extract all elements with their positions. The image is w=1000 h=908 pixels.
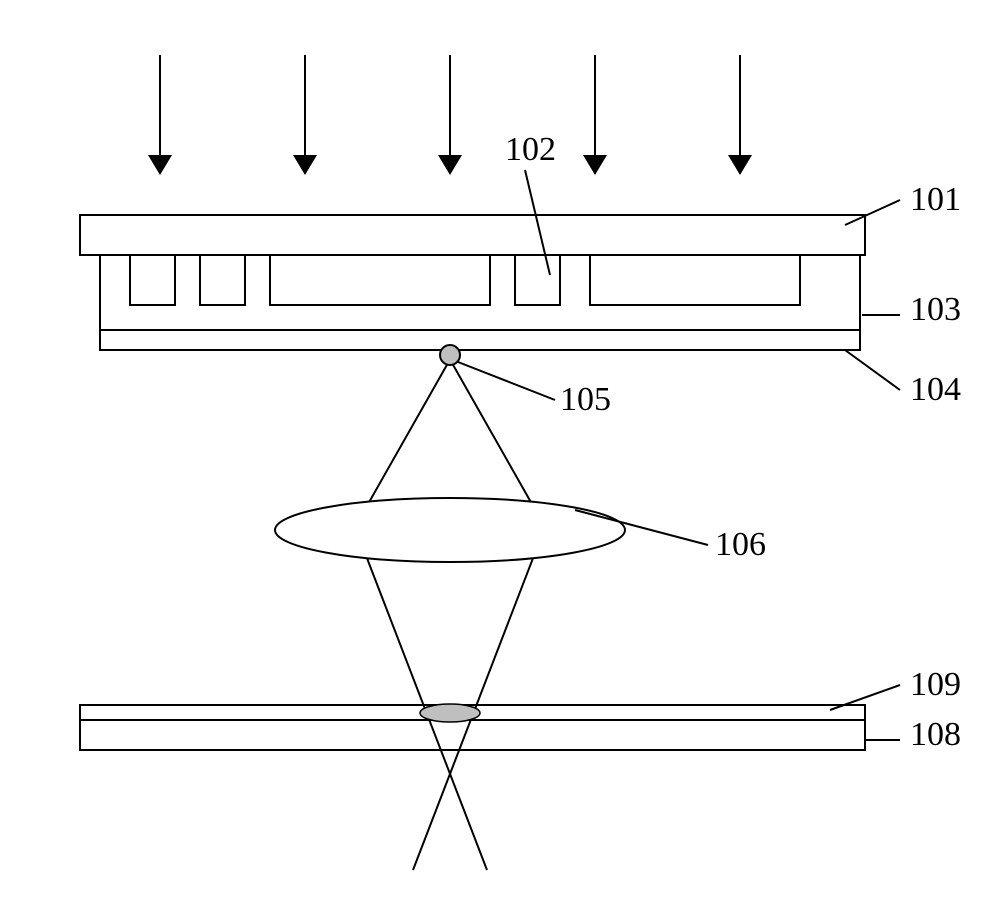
plate-101 (80, 215, 865, 255)
plate_104-label: 104 (910, 371, 961, 408)
lens-106 (275, 498, 625, 562)
incoming-arrow-head (728, 155, 752, 175)
plate_103-label: 103 (910, 291, 961, 328)
dot_105-label: 105 (560, 381, 611, 418)
ray-right-lower (413, 527, 545, 870)
plate_101-leader (845, 200, 900, 225)
pattern-102-block (130, 255, 175, 305)
plate_108-label: 108 (910, 716, 961, 753)
incoming-arrow-head (438, 155, 462, 175)
dot_105-leader (458, 362, 555, 400)
plate-104 (100, 330, 860, 350)
pattern-102-block (270, 255, 490, 305)
incoming-arrow-head (583, 155, 607, 175)
plate_109-label: 109 (910, 666, 961, 703)
ray-left-lower (355, 527, 487, 870)
plate-108 (80, 720, 865, 750)
pattern_102-label: 102 (505, 131, 556, 168)
plate_101-label: 101 (910, 181, 961, 218)
pattern-102-block (590, 255, 800, 305)
pattern-102-block (200, 255, 245, 305)
focus-spot (420, 704, 480, 722)
pattern_102-leader (525, 170, 550, 275)
source-dot-105 (440, 345, 460, 365)
plate_104-leader (845, 350, 900, 390)
incoming-arrow-head (148, 155, 172, 175)
lens_106-label: 106 (715, 526, 766, 563)
pattern-102-block (515, 255, 560, 305)
incoming-arrow-head (293, 155, 317, 175)
